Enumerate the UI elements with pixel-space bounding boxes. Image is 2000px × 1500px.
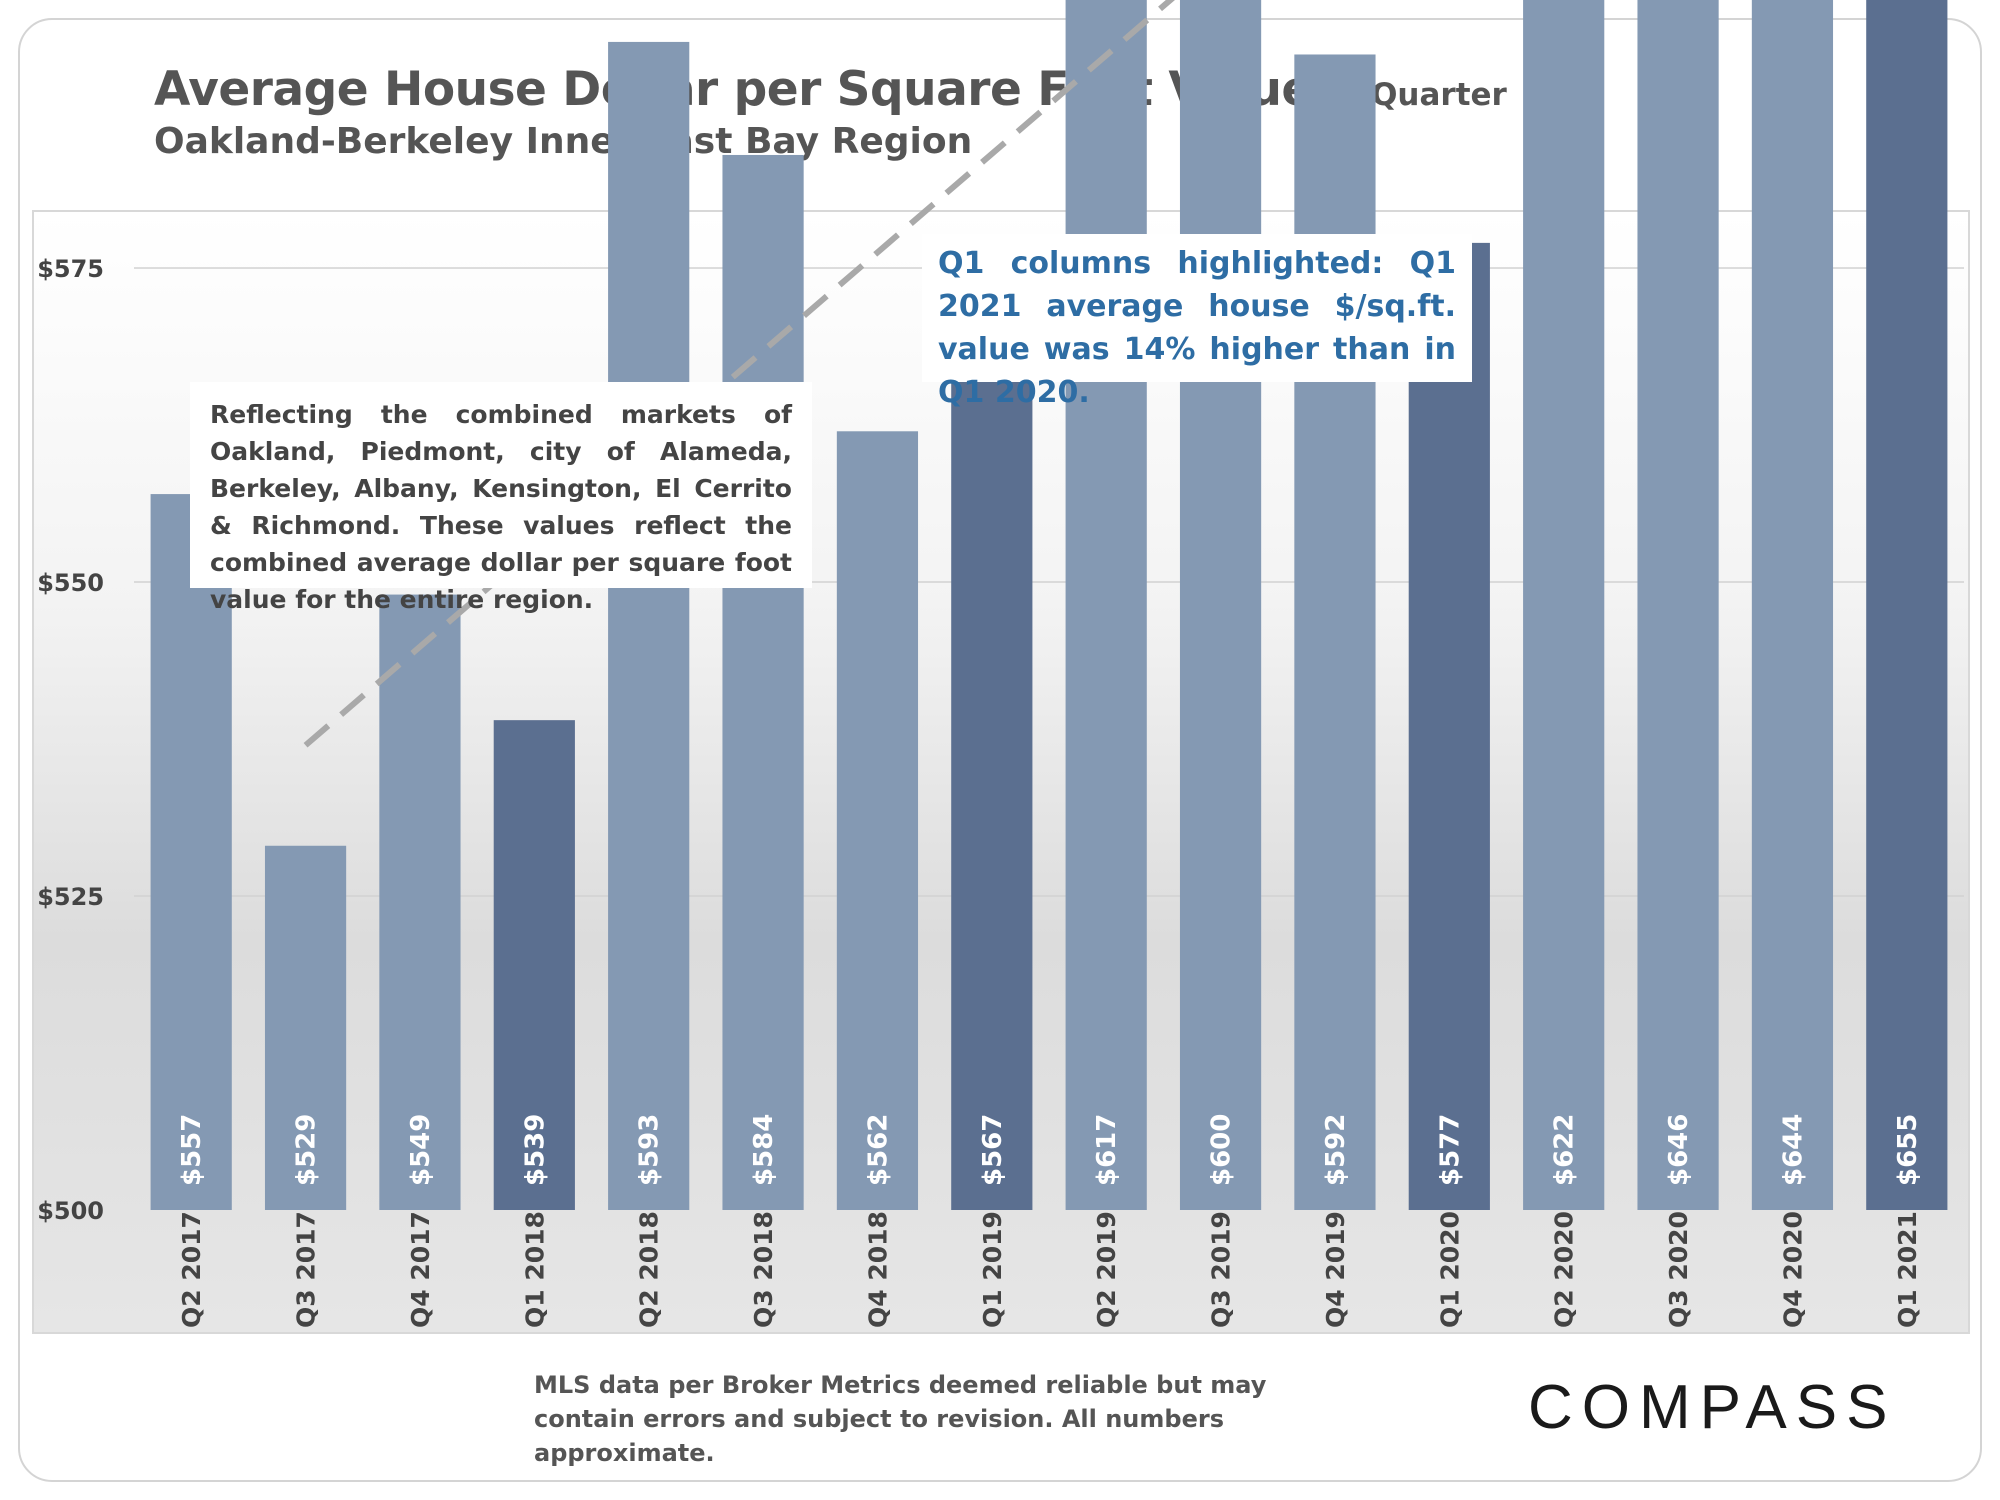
- x-tick-label: Q2 2020: [1550, 1211, 1579, 1328]
- x-axis-ticks: Q2 2017 Q3 2017 Q4 2017 Q1 2018 Q2 2018 Q3 20…: [177, 1211, 1922, 1328]
- bar-value-label: $562: [863, 1114, 893, 1186]
- bar: [493, 720, 575, 1210]
- bar: [379, 594, 461, 1210]
- bar: [1065, 0, 1147, 1211]
- bar-value-label: $600: [1207, 1114, 1237, 1186]
- bar-value-label: $622: [1550, 1114, 1580, 1186]
- bar-value-label: $592: [1321, 1114, 1351, 1186]
- x-tick-label: Q1 2020: [1435, 1211, 1464, 1328]
- bar-value-label: $549: [406, 1114, 436, 1186]
- chart-subtitle: Oakland-Berkeley Inner East Bay Region: [154, 121, 973, 162]
- x-tick-label: Q4 2020: [1778, 1211, 1807, 1328]
- x-tick-label: Q4 2018: [863, 1211, 892, 1328]
- x-tick-label: Q2 2018: [635, 1211, 664, 1328]
- bar: [264, 845, 347, 1210]
- bar: [608, 41, 690, 1210]
- bar-value-label: $646: [1664, 1114, 1694, 1186]
- bar: [1523, 0, 1605, 1211]
- region-note-callout: Reflecting the combined markets of Oakla…: [190, 382, 812, 614]
- x-tick-label: Q4 2017: [406, 1211, 435, 1328]
- x-tick-label: Q3 2018: [749, 1211, 778, 1328]
- bar-value-label: $593: [635, 1114, 665, 1186]
- source-note: MLS data per Broker Metrics deemed relia…: [534, 1371, 1267, 1467]
- bar-value-label: $655: [1893, 1114, 1923, 1186]
- bar: [1751, 0, 1834, 1210]
- bar-value-labels: $557 $529 $549 $539 $593 $584 $562 $567 $617 $600…: [177, 1114, 1923, 1186]
- x-tick-label: Q3 2017: [292, 1211, 321, 1328]
- bar-value-label: $529: [292, 1114, 322, 1186]
- bar: [836, 431, 919, 1210]
- bar-value-label: $617: [1092, 1114, 1122, 1186]
- bar-value-label: $644: [1778, 1114, 1808, 1186]
- x-tick-label: Q1 2018: [520, 1211, 549, 1328]
- bar: [150, 494, 232, 1211]
- y-tick-label: $575: [37, 255, 104, 283]
- bar-value-label: $557: [177, 1114, 207, 1186]
- bar-value-label: $539: [520, 1114, 550, 1186]
- bar: [1408, 242, 1490, 1210]
- bar-value-label: $567: [978, 1114, 1008, 1186]
- bar: [951, 368, 1033, 1211]
- compass-logo: COMPASS: [1528, 1373, 1897, 1442]
- bar: [722, 154, 804, 1211]
- q1-highlight-callout: Q1 columns highlighted: Q1 2021 average …: [922, 234, 1472, 410]
- y-axis-ticks: $500$525$550$575$600$625$650: [37, 255, 104, 1225]
- x-tick-label: Q1 2019: [978, 1211, 1007, 1328]
- y-tick-label: $500: [37, 1197, 104, 1225]
- x-tick-label: Q1 2021: [1893, 1211, 1922, 1328]
- x-tick-label: Q2 2019: [1092, 1211, 1121, 1328]
- x-tick-label: Q4 2019: [1321, 1211, 1350, 1328]
- bar: [1294, 54, 1376, 1211]
- bar-value-label: $577: [1435, 1114, 1465, 1186]
- y-tick-label: $550: [37, 569, 104, 597]
- x-tick-label: Q3 2019: [1207, 1211, 1236, 1328]
- y-tick-label: $525: [37, 883, 104, 911]
- x-tick-label: Q3 2020: [1664, 1211, 1693, 1328]
- bar: [1179, 0, 1262, 1210]
- bar-value-label: $584: [749, 1114, 779, 1186]
- x-tick-label: Q2 2017: [177, 1211, 206, 1328]
- bar: [1866, 0, 1948, 1211]
- bar: [1637, 0, 1719, 1210]
